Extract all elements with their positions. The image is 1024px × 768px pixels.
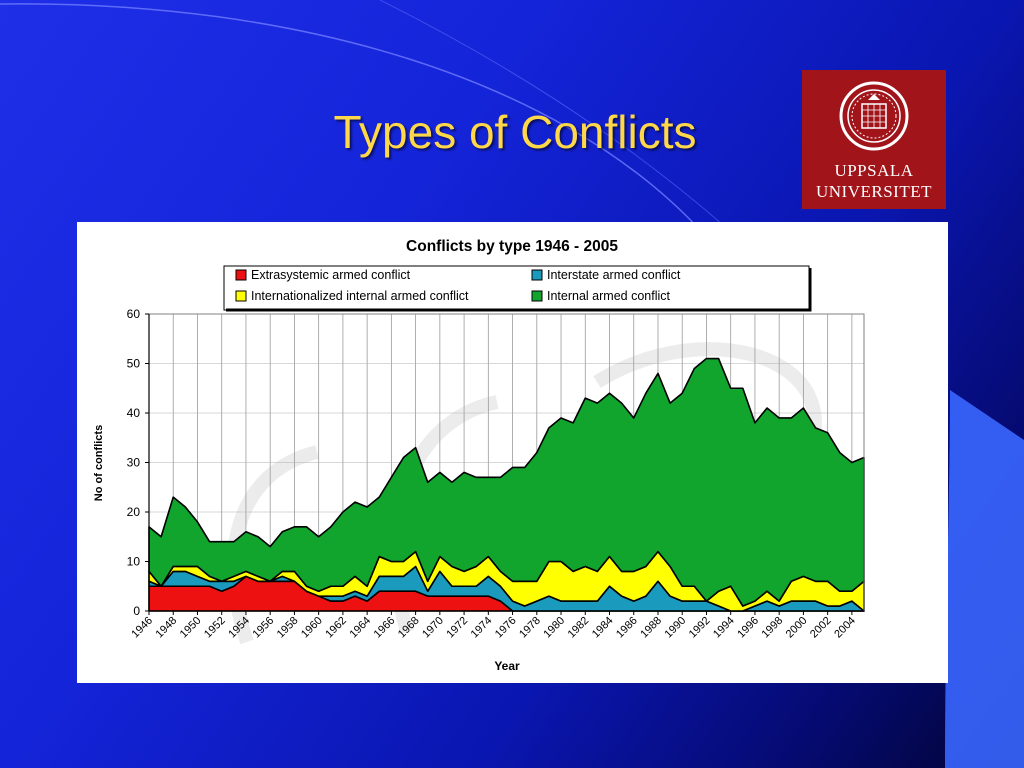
legend-label-3: Internal armed conflict <box>547 289 671 303</box>
x-tick-label: 1990 <box>663 615 689 641</box>
x-tick-label: 2002 <box>808 615 834 641</box>
x-tick-label: 1986 <box>614 615 640 641</box>
x-tick-label: 1982 <box>566 615 592 641</box>
x-tick-label: 1950 <box>178 615 204 641</box>
x-tick-label: 2000 <box>784 615 810 641</box>
x-tick-label: 1966 <box>372 615 398 641</box>
x-tick-label: 1988 <box>638 615 664 641</box>
x-tick-label: 1998 <box>759 615 785 641</box>
x-tick-label: 1946 <box>129 615 155 641</box>
x-tick-label: 1992 <box>687 615 713 641</box>
legend-label-0: Extrasystemic armed conflict <box>251 268 411 282</box>
logo-line-1: UPPSALA <box>834 161 914 180</box>
x-tick-label: 1980 <box>541 615 567 641</box>
slide-title: Types of Conflicts <box>333 106 697 158</box>
x-tick-label: 1956 <box>251 615 277 641</box>
chart-panel: 0 10 20 30 40 50 60 1946 1948 1950 1952 1954 1956 195… <box>77 222 948 683</box>
x-tick-label: 1964 <box>347 615 373 641</box>
university-seal-icon <box>839 81 909 151</box>
legend-swatch-2 <box>235 290 247 302</box>
x-tick-label: 1948 <box>154 615 180 641</box>
x-tick-label: 1970 <box>420 615 446 641</box>
legend-swatch-3 <box>531 290 543 302</box>
conflicts-chart: 0102030405060194619481950195219541956195… <box>93 238 865 673</box>
x-axis-label: Year <box>494 659 520 673</box>
y-tick-label: 10 <box>127 555 141 569</box>
legend-label-1: Interstate armed conflict <box>547 268 681 282</box>
university-logo: UPPSALA UNIVERSITET <box>802 70 946 209</box>
x-tick-label: 1996 <box>735 615 761 641</box>
x-tick-label: 1962 <box>323 615 349 641</box>
y-tick-label: 40 <box>127 406 141 420</box>
x-tick-label: 1974 <box>469 615 495 641</box>
x-tick-label: 1978 <box>517 615 543 641</box>
x-tick-label: 1984 <box>590 615 616 641</box>
y-tick-label: 0 <box>133 604 140 618</box>
x-tick-label: 1972 <box>444 615 470 641</box>
logo-line-2: UNIVERSITET <box>816 182 932 201</box>
x-tick-label: 1960 <box>299 615 325 641</box>
legend-swatch-1 <box>531 269 543 281</box>
x-tick-label: 2004 <box>832 615 858 641</box>
y-axis-label: No of conflicts <box>93 425 105 501</box>
chart-title: Conflicts by type 1946 - 2005 <box>406 238 618 255</box>
y-tick-label: 30 <box>127 456 141 470</box>
y-tick-label: 20 <box>127 505 141 519</box>
legend-swatch-0 <box>235 269 247 281</box>
x-tick-label: 1958 <box>275 615 301 641</box>
y-tick-label: 60 <box>127 307 141 321</box>
x-tick-label: 1976 <box>493 615 519 641</box>
chart-legend: Extrasystemic armed conflict Interstate a… <box>223 265 812 312</box>
x-tick-label: 1994 <box>711 615 737 641</box>
y-tick-label: 50 <box>127 357 141 371</box>
legend-label-2: Internationalized internal armed conflic… <box>251 289 469 303</box>
x-tick-label: 1952 <box>202 615 228 641</box>
